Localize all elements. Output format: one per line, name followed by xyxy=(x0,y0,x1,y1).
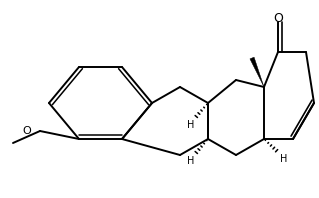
Text: H: H xyxy=(280,154,288,164)
Polygon shape xyxy=(250,57,264,87)
Text: H: H xyxy=(187,156,195,166)
Text: O: O xyxy=(273,11,283,25)
Text: O: O xyxy=(23,126,31,136)
Text: H: H xyxy=(187,120,195,130)
